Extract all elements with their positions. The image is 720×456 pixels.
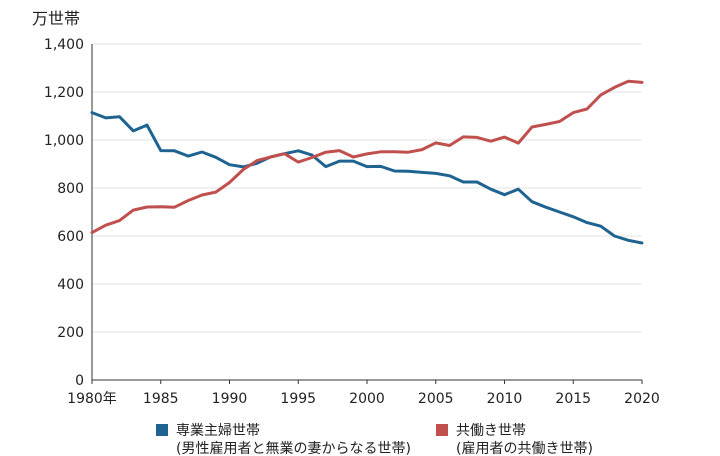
legend-swatch-housewife [156,424,168,436]
x-tick-labels: 1980年 1985 1990 1995 2000 2005 2010 2015 2020 [67,380,660,407]
legend-sublabel-housewife: (男性雇用者と無業の妻からなる世帯) [176,440,411,456]
x-tick-label: 1980年 [67,391,117,407]
x-tick-label: 1985 [143,391,179,407]
housewife-series-line [90,111,644,245]
y-tick-label: 600 [57,229,84,245]
legend-sublabel-dual-income: (雇用者の共働き世帯) [456,440,593,456]
legend: 専業主婦世帯 (男性雇用者と無業の妻からなる世帯) 共働き世帯 (雇用者の共働き… [156,422,593,456]
y-tick-label: 1,400 [44,37,84,53]
x-tick-label: 2020 [624,391,660,407]
x-tick-label: 2010 [487,391,523,407]
x-tick-label: 2000 [349,391,385,407]
y-tick-labels: 0 200 400 600 800 1,000 1,200 1,400 [44,37,84,389]
x-tick-label: 1990 [212,391,248,407]
gridlines [92,43,642,333]
dual-income-series-line [90,79,644,235]
legend-swatch-dual-income [436,424,448,436]
y-tick-label: 400 [57,277,84,293]
y-tick-label: 1,200 [44,85,84,101]
y-tick-label: 800 [57,181,84,197]
y-tick-label: 200 [57,325,84,341]
y-tick-label: 0 [75,373,84,389]
y-tick-label: 1,000 [44,133,84,149]
x-tick-label: 2015 [555,391,591,407]
legend-label-housewife: 専業主婦世帯 [176,422,260,439]
x-tick-label: 2005 [418,391,454,407]
legend-label-dual-income: 共働き世帯 [456,423,526,439]
x-tick-label: 1995 [280,391,316,407]
y-unit-label: 万世帯 [32,9,80,28]
series-lines [90,79,644,245]
